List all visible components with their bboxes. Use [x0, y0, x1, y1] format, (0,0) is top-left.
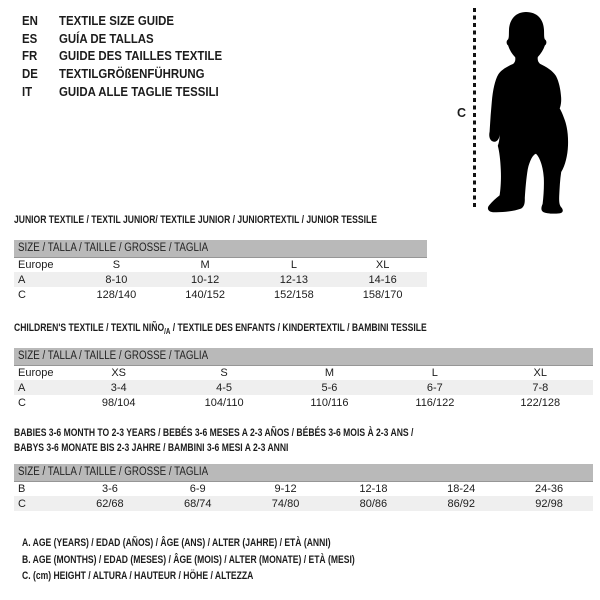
table-cell: S	[112, 258, 121, 271]
table-cell: 140/152	[185, 288, 225, 301]
table-cell: 116/122	[415, 396, 455, 409]
table-cell: 152/158	[273, 288, 314, 301]
table-cell: 18-24	[447, 482, 476, 495]
language-row-it: IT GUIDA ALLE TAGLIE TESSILI	[22, 82, 244, 100]
table-cell: 128/140	[96, 288, 137, 301]
table-cell: 122/128	[520, 396, 561, 409]
table-cell: 3-6	[101, 482, 118, 495]
table-row: A 3-4 4-5 5-6 6-7 7-8	[14, 380, 593, 396]
footnote-b: B. AGE (MONTHS) / EDAD (MESES) / ÂGE (MO…	[22, 553, 355, 566]
table-cell: 104/110	[204, 396, 244, 409]
table-row: Europe S M L XL	[14, 257, 427, 272]
table-cell: M	[200, 258, 210, 271]
table-cell: 92/98	[535, 497, 563, 510]
language-row-fr: FR GUIDE DES TAILLES TEXTILE	[22, 47, 244, 65]
language-code: DE	[22, 66, 38, 82]
size-header-label: SIZE / TALLA / TAILLE / GRÖSSE / TAGLIA	[18, 242, 209, 255]
row-label: B	[18, 482, 26, 495]
footnotes: A. AGE (YEARS) / EDAD (AÑOS) / ÂGE (ANS)…	[22, 535, 449, 585]
table-cell: 6-9	[189, 482, 206, 495]
language-title: GUIDA ALLE TAGLIE TESSILI	[59, 83, 219, 99]
table-cell: 158/170	[362, 288, 403, 301]
children-size-table: SIZE / TALLA / TAILLE / GRÖSSE / TAGLIA …	[14, 348, 593, 410]
table-cell: L	[290, 258, 297, 271]
height-measure-dashed-line	[473, 8, 476, 208]
language-title: TEXTILGRÖßENFÜHRUNG	[59, 66, 205, 82]
language-code: EN	[22, 13, 38, 29]
table-cell: 74/80	[271, 497, 300, 510]
table-cell: 98/104	[101, 396, 136, 409]
table-cell: 3-4	[110, 381, 127, 394]
children-section: CHILDREN'S TEXTILE / TEXTIL NIÑO/A / TEX…	[14, 321, 593, 410]
language-row-de: DE TEXTILGRÖßENFÜHRUNG	[22, 65, 244, 83]
table-row: C 62/68 68/74 74/80 80/86 86/92 92/98	[14, 496, 593, 511]
table-cell: 110/116	[310, 396, 349, 409]
babies-size-table: SIZE / TALLA / TAILLE / GRÖSSE / TAGLIA …	[14, 464, 593, 511]
table-cell: 9-12	[274, 482, 297, 495]
size-header-bar: SIZE / TALLA / TAILLE / GRÖSSE / TAGLIA	[14, 348, 593, 366]
footnote-c: C. (cm) HEIGHT / ALTURA / HAUTEUR / HÖHE…	[22, 570, 254, 583]
row-label: A	[18, 273, 26, 286]
height-measure-label: C	[457, 106, 467, 120]
junior-section: JUNIOR TEXTILE / TEXTIL JUNIOR/ TEXTILE …	[14, 213, 427, 302]
babies-table-title-line1: BABIES 3-6 MONTH TO 2-3 YEARS / BEBÉS 3-…	[14, 427, 414, 439]
babies-table-title-line2: BABYS 3-6 MONATE BIS 2-3 JAHRE / BAMBINI…	[14, 442, 289, 454]
language-code: IT	[22, 83, 33, 99]
table-cell: 4-5	[216, 381, 233, 394]
row-label: Europe	[18, 366, 54, 379]
junior-size-table: SIZE / TALLA / TAILLE / GRÖSSE / TAGLIA …	[14, 240, 427, 302]
language-code: FR	[22, 48, 38, 64]
table-cell: XS	[111, 366, 127, 379]
table-cell: 62/68	[96, 497, 124, 510]
children-title-prefix: CHILDREN'S TEXTILE / TEXTIL NIÑO	[14, 322, 165, 334]
table-cell: 14-16	[368, 273, 397, 286]
row-label: A	[18, 381, 26, 394]
footnote-a: A. AGE (YEARS) / EDAD (AÑOS) / ÂGE (ANS)…	[22, 537, 331, 549]
table-cell: XL	[533, 366, 548, 379]
language-title: GUIDE DES TAILLES TEXTILE	[59, 48, 223, 64]
table-cell: 86/92	[447, 497, 475, 510]
children-title-suffix: / TEXTILE DES ENFANTS / KINDERTEXTIL / B…	[170, 322, 427, 334]
table-cell: 8-10	[105, 273, 128, 286]
row-label: C	[18, 497, 26, 510]
size-header-bar: SIZE / TALLA / TAILLE / GRÖSSE / TAGLIA	[14, 464, 593, 482]
table-cell: 10-12	[191, 273, 220, 286]
table-cell: S	[220, 366, 228, 379]
table-cell: 5-6	[321, 381, 338, 394]
toddler-silhouette	[487, 12, 569, 214]
row-label: C	[18, 396, 26, 409]
table-row: B 3-6 6-9 9-12 12-18 18-24 24-36	[14, 481, 593, 496]
table-cell: 12-13	[279, 273, 308, 286]
table-row: A 8-10 10-12 12-13 14-16	[14, 272, 427, 287]
language-list: EN TEXTILE SIZE GUIDE ES GUÍA DE TALLAS …	[22, 12, 244, 100]
language-title: GUÍA DE TALLAS	[59, 30, 154, 46]
table-cell: 24-36	[535, 482, 564, 495]
language-row-es: ES GUÍA DE TALLAS	[22, 30, 244, 48]
table-cell: 12-18	[359, 482, 388, 495]
table-cell: XL	[375, 258, 390, 271]
table-row: C 128/140 140/152 152/158 158/170	[14, 287, 427, 302]
junior-table-title: JUNIOR TEXTILE / TEXTIL JUNIOR/ TEXTILE …	[14, 214, 377, 226]
language-code: ES	[22, 30, 38, 46]
table-cell: 7-8	[532, 381, 549, 394]
size-header-label: SIZE / TALLA / TAILLE / GRÖSSE / TAGLIA	[18, 350, 209, 363]
babies-section: BABIES 3-6 MONTH TO 2-3 YEARS / BEBÉS 3-…	[14, 426, 593, 511]
row-label: C	[18, 288, 26, 301]
table-cell: 6-7	[426, 381, 443, 394]
language-title: TEXTILE SIZE GUIDE	[59, 13, 175, 29]
row-label: Europe	[18, 258, 54, 271]
size-header-label: SIZE / TALLA / TAILLE / GRÖSSE / TAGLIA	[18, 466, 209, 479]
language-row-en: EN TEXTILE SIZE GUIDE	[22, 12, 244, 30]
table-cell: M	[324, 366, 335, 379]
table-cell: L	[431, 366, 438, 379]
children-title-subscript: /A	[164, 327, 171, 337]
table-row: Europe XS S M L XL	[14, 365, 593, 380]
table-cell: 80/86	[359, 497, 388, 510]
table-row: C 98/104 104/110 110/116 116/122 122/128	[14, 395, 593, 410]
children-table-title: CHILDREN'S TEXTILE / TEXTIL NIÑO/A / TEX…	[14, 321, 466, 339]
table-cell: 68/74	[183, 497, 212, 510]
size-header-bar: SIZE / TALLA / TAILLE / GRÖSSE / TAGLIA	[14, 240, 427, 258]
